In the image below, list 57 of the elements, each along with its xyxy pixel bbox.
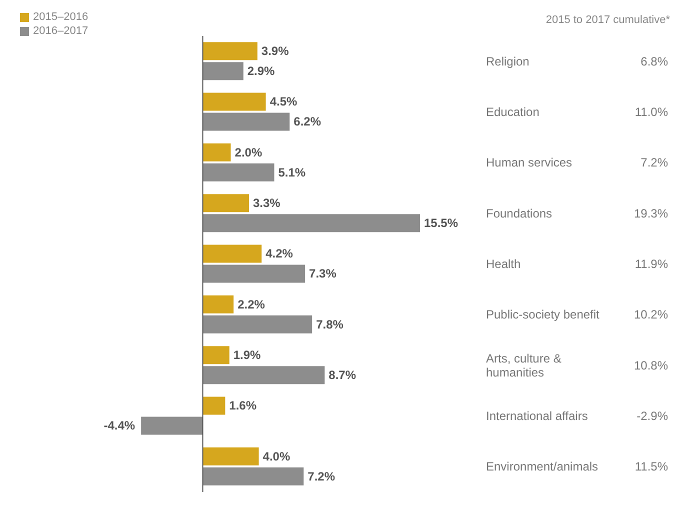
- data-label: 5.1%: [278, 165, 306, 180]
- bar: [141, 416, 203, 435]
- data-label: 1.6%: [229, 398, 257, 413]
- text: 11.5%: [634, 460, 668, 474]
- data-label: 6.2%: [294, 114, 322, 129]
- data-label: 4.5%: [270, 94, 298, 109]
- text: -2.9%: [636, 409, 668, 423]
- y-tick-label: Education: [486, 105, 540, 119]
- data-label: 4.2%: [266, 246, 294, 261]
- bar: [202, 143, 231, 162]
- bar: [202, 447, 259, 466]
- y-tick-label: International affairs: [486, 409, 588, 423]
- legend-label: 2015–2016: [33, 11, 88, 23]
- y-tick-label: Religion: [486, 54, 530, 68]
- data-label: 4.0%: [262, 449, 290, 464]
- data-label: 8.7%: [328, 368, 356, 382]
- legend-label: 2016–2017: [33, 25, 88, 37]
- bar: [202, 92, 266, 111]
- data-label: 7.3%: [309, 266, 337, 281]
- bar: [202, 62, 244, 80]
- text: 6.8%: [640, 54, 668, 68]
- data-label: 2.9%: [247, 64, 276, 78]
- text: 19.3%: [634, 206, 668, 220]
- bar: [202, 194, 249, 212]
- text: 7.2%: [640, 156, 668, 170]
- bar: [202, 295, 234, 314]
- data-label: 2.2%: [238, 297, 266, 312]
- bar: [202, 42, 258, 60]
- bar: [202, 163, 274, 182]
- text: 10.2%: [634, 308, 668, 322]
- data-label: 2.0%: [234, 145, 262, 160]
- bar: [202, 346, 230, 364]
- bar: [202, 264, 306, 283]
- text: 10.8%: [634, 358, 668, 372]
- bar: [202, 214, 420, 232]
- y-tick-label: Foundations: [486, 206, 552, 220]
- data-label: 3.3%: [252, 196, 281, 210]
- text: 11.0%: [634, 105, 668, 119]
- text: 11.9%: [634, 257, 668, 271]
- y-tick-label: Health: [486, 257, 521, 271]
- y-tick-label: Human services: [486, 156, 572, 170]
- data-label: 15.5%: [424, 216, 458, 230]
- data-label: 7.8%: [316, 317, 344, 332]
- bar: [202, 112, 290, 131]
- bar: [202, 366, 325, 384]
- bar: [202, 315, 312, 334]
- data-label: 3.9%: [261, 44, 290, 58]
- bar: [202, 244, 262, 263]
- text: 2015 to 2017 cumulative*: [546, 14, 670, 26]
- y-tick-label: Environment/animals: [486, 460, 598, 474]
- data-label: 7.2%: [308, 469, 336, 484]
- data-label: -4.4%: [104, 418, 136, 433]
- bar: [202, 467, 304, 486]
- data-label: 1.9%: [233, 348, 262, 362]
- y-tick-label: Arts, culture & humanities: [486, 351, 562, 380]
- y-tick-label: Public-society benefit: [486, 308, 600, 322]
- bar: [202, 396, 226, 415]
